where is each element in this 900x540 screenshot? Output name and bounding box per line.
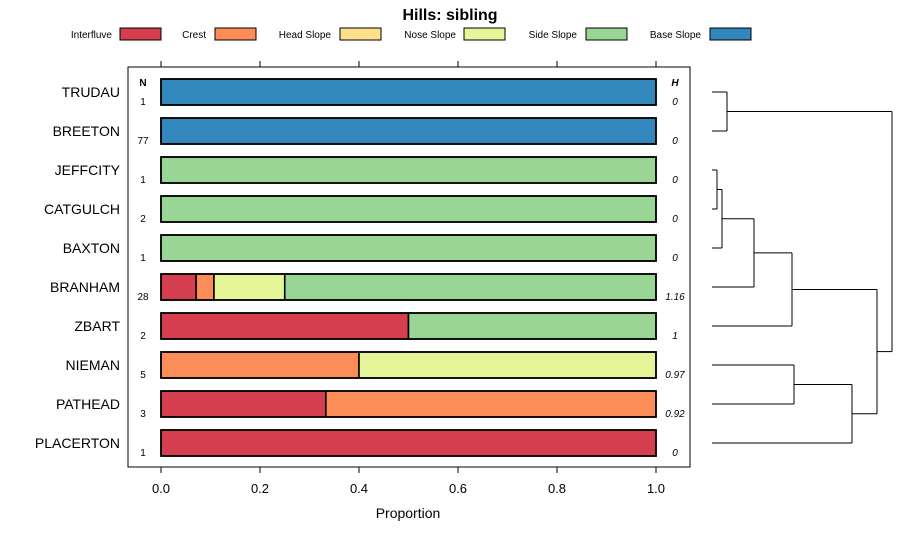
n-label-baxton: 1	[140, 253, 146, 264]
bar-nieman-crest	[160, 351, 360, 379]
legend: Interfluve Crest Head Slope Nose Slope Side …	[71, 27, 752, 41]
bar-outline-pathead	[160, 390, 657, 418]
legend-label-side-slope: Side Slope	[529, 30, 578, 41]
bar-trudau-base-slope	[160, 78, 657, 106]
legend-swatch-interfluve	[119, 27, 162, 41]
x-axis-title: Proportion	[376, 505, 441, 521]
h-label-catgulch: 0	[672, 214, 678, 225]
category-label-breeton: BREETON	[53, 123, 120, 139]
n-label-trudau: 1	[140, 97, 146, 108]
h-label-zbart: 1	[672, 331, 678, 342]
x-tick-label-2: 0.4	[350, 481, 368, 496]
category-label-trudau: TRUDAU	[62, 84, 120, 100]
category-label-branham: BRANHAM	[50, 279, 120, 295]
bar-branham-interfluve	[160, 273, 197, 301]
chart-title: Hills: sibling	[402, 7, 497, 24]
dendrogram	[712, 91, 893, 444]
category-label-jeffcity: JEFFCITY	[55, 162, 121, 178]
bars	[160, 78, 657, 457]
x-tick-label-3: 0.6	[449, 481, 467, 496]
bar-baxton-side-slope	[160, 234, 657, 262]
bar-pathead-interfluve	[160, 390, 327, 418]
n-label-jeffcity: 1	[140, 175, 146, 186]
bar-branham-side-slope	[283, 273, 657, 301]
bar-outline-jeffcity	[160, 156, 657, 184]
bar-branham-crest	[195, 273, 215, 301]
panel-frame	[127, 66, 691, 468]
bar-pathead-crest	[325, 390, 657, 418]
h-label-baxton: 0	[672, 253, 678, 264]
n-label-zbart: 2	[140, 331, 146, 342]
bar-breeton-base-slope	[160, 117, 657, 145]
bar-placerton-interfluve	[160, 429, 657, 457]
n-header: N	[139, 78, 146, 89]
legend-swatch-base-slope	[709, 27, 752, 41]
n-label-catgulch: 2	[140, 214, 146, 225]
n-label-pathead: 3	[140, 409, 146, 420]
x-axis: 0.0 0.2 0.4 0.6 0.8 1.0	[152, 467, 665, 496]
bar-outline-catgulch	[160, 195, 657, 223]
x-tick-label-4: 0.8	[548, 481, 566, 496]
bar-zbart-interfluve	[160, 312, 410, 340]
category-label-nieman: NIEMAN	[66, 357, 120, 373]
x-tick-label-5: 1.0	[647, 481, 665, 496]
h-header: H	[671, 78, 679, 89]
category-labels: TRUDAU BREETON JEFFCITY CATGULCH BAXTON BRANH…	[35, 84, 121, 451]
h-label-nieman: 0.97	[665, 370, 685, 381]
bar-outline-placerton	[160, 429, 657, 457]
h-label-placerton: 0	[672, 448, 678, 459]
legend-label-nose-slope: Nose Slope	[404, 30, 456, 41]
category-label-zbart: ZBART	[74, 318, 120, 334]
n-label-placerton: 1	[140, 448, 146, 459]
n-label-nieman: 5	[140, 370, 146, 381]
bar-outline-nieman	[160, 351, 657, 379]
n-label-breeton: 77	[137, 136, 149, 147]
bar-outline-breeton	[160, 117, 657, 145]
category-label-baxton: BAXTON	[63, 240, 120, 256]
h-label-branham: 1.16	[665, 292, 685, 303]
h-label-pathead: 0.92	[665, 409, 685, 420]
n-labels: 1 77 1 2 1 28 2 5 3 1	[137, 97, 149, 459]
h-label-breeton: 0	[672, 136, 678, 147]
legend-label-interfluve: Interfluve	[71, 30, 113, 41]
category-label-pathead: PATHEAD	[56, 396, 120, 412]
legend-swatch-nose-slope	[463, 27, 506, 41]
bar-zbart-side-slope	[407, 312, 657, 340]
bar-jeffcity-side-slope	[160, 156, 657, 184]
legend-label-base-slope: Base Slope	[650, 30, 702, 41]
legend-swatch-side-slope	[585, 27, 628, 41]
legend-swatch-head-slope	[339, 27, 382, 41]
h-label-trudau: 0	[672, 97, 678, 108]
legend-label-head-slope: Head Slope	[279, 30, 332, 41]
bar-outline-trudau	[160, 78, 657, 106]
bar-branham-nose-slope	[213, 273, 286, 301]
h-label-jeffcity: 0	[672, 175, 678, 186]
bar-catgulch-side-slope	[160, 195, 657, 223]
bar-outline-baxton	[160, 234, 657, 262]
legend-swatch-crest	[214, 27, 257, 41]
bar-nieman-nose-slope	[358, 351, 657, 379]
legend-label-crest: Crest	[182, 30, 206, 41]
h-labels: 0 0 0 0 0 1.16 1 0.97 0.92 0	[665, 97, 685, 459]
bar-outline-zbart	[160, 312, 657, 340]
category-label-catgulch: CATGULCH	[44, 201, 120, 217]
x-tick-label-0: 0.0	[152, 481, 170, 496]
bar-outline-branham	[160, 273, 657, 301]
x-tick-label-1: 0.2	[251, 481, 269, 496]
category-label-placerton: PLACERTON	[35, 435, 120, 451]
n-label-branham: 28	[137, 292, 149, 303]
